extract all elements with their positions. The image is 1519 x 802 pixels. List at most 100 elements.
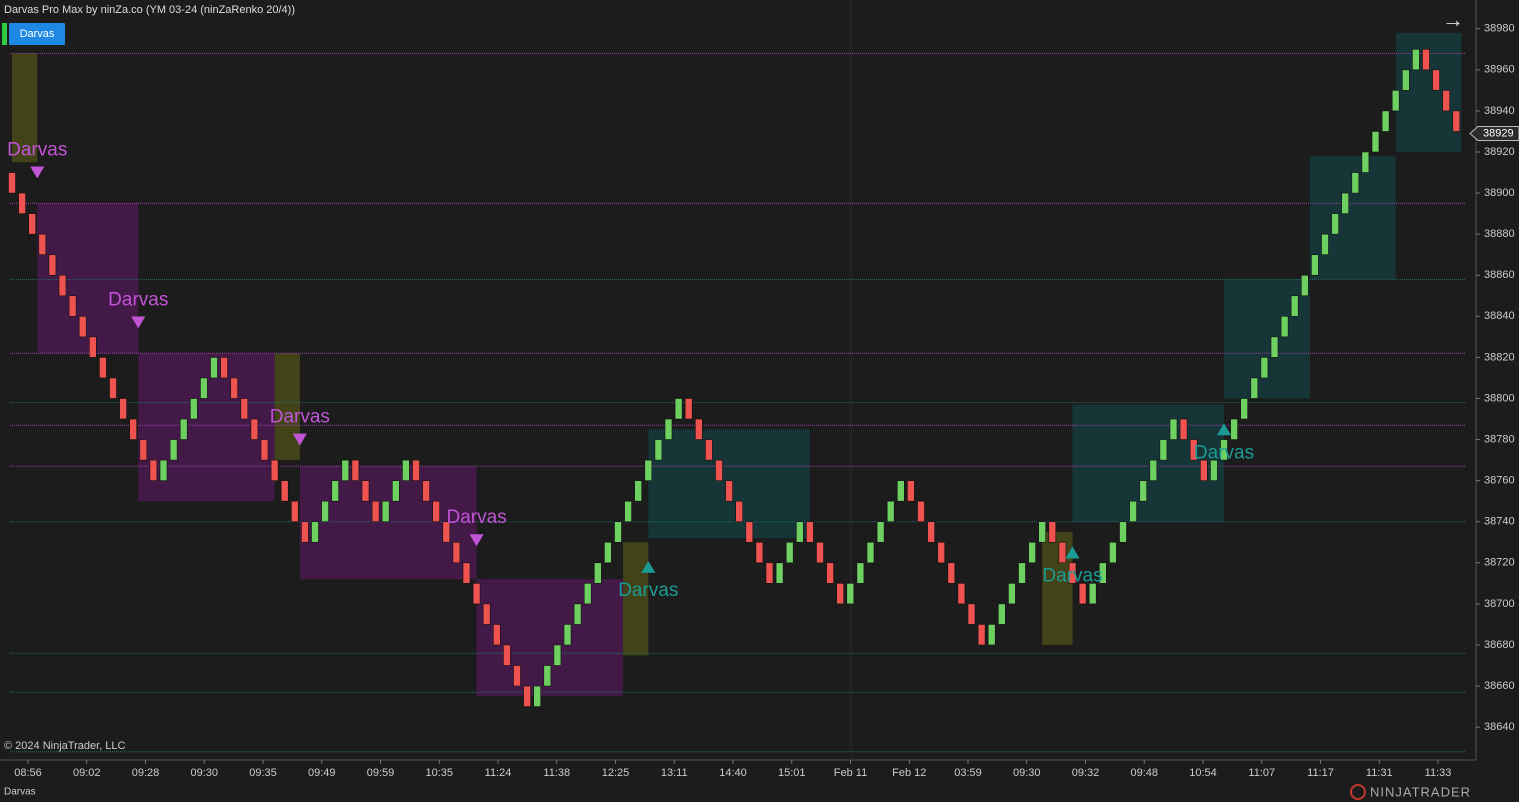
down-brick — [99, 357, 107, 379]
up-brick — [1018, 562, 1026, 584]
down-brick — [250, 418, 259, 440]
darvas-box — [623, 542, 649, 656]
up-brick — [1250, 377, 1259, 399]
signal-arrow — [641, 560, 656, 573]
down-brick — [472, 583, 481, 605]
up-brick — [381, 500, 390, 523]
up-brick — [856, 562, 865, 584]
y-tick-label: 38920 — [1484, 146, 1515, 158]
up-brick — [886, 500, 895, 523]
down-brick — [361, 480, 370, 502]
up-brick — [1270, 336, 1279, 358]
footer-tab[interactable]: Darvas — [4, 787, 36, 798]
x-tick-label: 09:30 — [190, 767, 218, 779]
up-brick — [593, 562, 602, 584]
down-brick — [8, 172, 16, 194]
up-brick — [553, 644, 562, 666]
down-brick — [422, 480, 430, 502]
x-tick-label: 14:40 — [719, 767, 747, 779]
up-brick — [785, 541, 794, 564]
up-brick — [563, 624, 572, 646]
up-brick — [1119, 521, 1127, 543]
x-tick-label: 03:59 — [954, 767, 982, 779]
down-brick — [917, 500, 925, 523]
up-brick — [573, 603, 582, 625]
down-brick — [1189, 439, 1198, 461]
up-brick — [1210, 459, 1218, 481]
up-brick — [654, 439, 663, 461]
x-tick-label: 09:32 — [1072, 767, 1100, 779]
chart-title: Darvas Pro Max by ninZa.co (YM 03-24 (ni… — [4, 4, 295, 16]
x-tick-label: Feb 12 — [892, 767, 926, 779]
x-tick-label: 09:49 — [308, 767, 336, 779]
down-brick — [260, 439, 269, 461]
up-brick — [331, 480, 340, 502]
x-tick-label: 11:17 — [1307, 767, 1334, 779]
down-brick — [1048, 521, 1057, 543]
down-brick — [684, 398, 693, 420]
x-tick-label: 13:11 — [661, 767, 688, 779]
up-brick — [341, 459, 350, 481]
signal-label: Darvas — [1194, 442, 1254, 463]
plot-area: Darvas Darvas Darvas Darvas Darvas Darvas Darv… — [7, 32, 1466, 753]
down-brick — [492, 624, 501, 646]
up-brick — [1412, 48, 1420, 71]
down-brick — [351, 459, 360, 481]
x-tick-label: Feb 11 — [834, 767, 867, 779]
signal-label: Darvas — [108, 290, 168, 311]
up-brick — [1159, 439, 1168, 461]
up-brick — [997, 603, 1006, 625]
down-brick — [937, 541, 946, 564]
signal-label: Darvas — [1042, 566, 1102, 587]
y-tick-label: 38840 — [1484, 310, 1515, 322]
signal-label: Darvas — [7, 140, 67, 161]
up-brick — [987, 624, 996, 646]
down-brick — [230, 377, 238, 399]
up-brick — [169, 439, 178, 461]
down-brick — [68, 295, 77, 317]
y-tick-label: 38820 — [1484, 351, 1515, 363]
x-tick-label: 08:56 — [14, 767, 42, 779]
y-tick-label: 38940 — [1484, 105, 1515, 117]
x-tick-label: 11:33 — [1425, 767, 1452, 779]
down-brick — [755, 541, 764, 564]
down-brick — [745, 521, 754, 543]
up-brick — [1099, 562, 1107, 584]
up-brick — [1321, 233, 1329, 256]
darvas-button[interactable] — [9, 23, 65, 45]
up-brick — [190, 398, 198, 420]
up-brick — [664, 418, 673, 440]
arrow-icon[interactable]: → — [1442, 7, 1464, 32]
down-brick — [826, 562, 834, 584]
up-brick — [533, 685, 542, 707]
down-brick — [977, 624, 986, 646]
down-brick — [371, 500, 380, 523]
up-brick — [543, 665, 552, 687]
down-brick — [38, 233, 47, 256]
up-brick — [1371, 131, 1380, 153]
up-brick — [200, 377, 208, 399]
down-brick — [482, 603, 491, 625]
y-tick-label: 38880 — [1484, 228, 1515, 240]
up-brick — [1149, 459, 1158, 481]
up-brick — [634, 480, 643, 502]
down-brick — [907, 480, 915, 502]
down-brick — [1452, 110, 1461, 132]
x-tick-label: 09:35 — [249, 767, 277, 779]
up-brick — [402, 459, 410, 481]
up-brick — [876, 521, 885, 543]
down-brick — [290, 500, 299, 523]
up-brick — [644, 459, 653, 481]
down-brick — [28, 213, 37, 235]
signal-label: Darvas — [270, 407, 330, 428]
up-brick — [391, 480, 400, 502]
x-tick-label: 11:24 — [485, 767, 512, 779]
up-brick — [775, 562, 784, 584]
brand-logo — [1350, 784, 1366, 800]
up-brick — [1088, 583, 1097, 605]
darvas-button-label[interactable]: Darvas — [20, 28, 55, 40]
down-brick — [503, 644, 511, 666]
up-brick — [1139, 480, 1147, 502]
last-price-tag — [1469, 126, 1519, 142]
y-tick-label: 38700 — [1484, 598, 1515, 610]
